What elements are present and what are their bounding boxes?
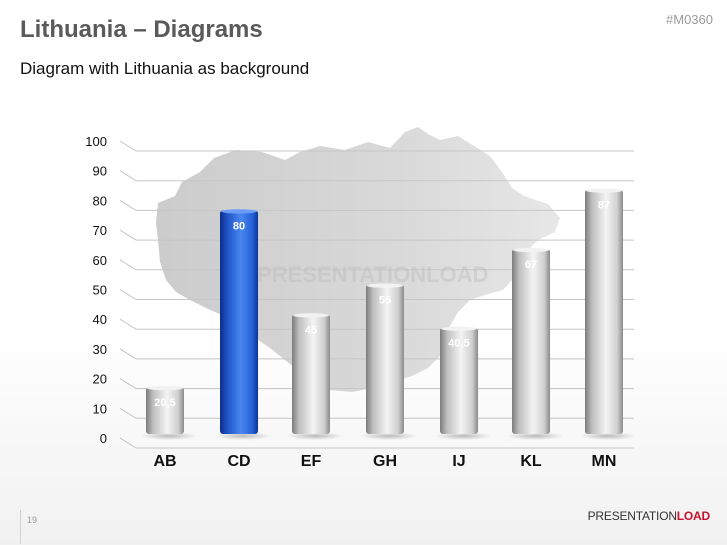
x-tick-label: MN — [592, 453, 617, 470]
bar-top-cap — [586, 188, 622, 193]
x-tick-label: CD — [227, 453, 250, 470]
gridline-diagonal — [119, 378, 137, 390]
y-tick-label: 80 — [93, 193, 107, 208]
bar-ab — [146, 387, 184, 434]
gridline-diagonal — [119, 318, 137, 330]
bar-top-cap — [367, 283, 403, 288]
bar-value-label: 55 — [379, 295, 391, 307]
bar-gh — [366, 284, 404, 434]
x-tick-label: AB — [153, 453, 176, 470]
bar-value-label: 67 — [525, 259, 537, 271]
y-tick-label: 60 — [93, 253, 107, 268]
bar-mn — [585, 189, 623, 434]
bar-ef — [292, 314, 330, 434]
gridline-diagonal — [119, 437, 137, 449]
bar-top-cap — [513, 247, 549, 253]
bar-value-label: 45 — [305, 324, 317, 336]
x-tick-label: EF — [301, 453, 322, 470]
x-axis-labels: AB CD EF GH IJ KL MN — [153, 453, 616, 470]
y-axis-labels: 0 10 20 30 40 50 60 70 80 90 100 — [85, 134, 107, 446]
footer-divider — [20, 510, 21, 544]
y-tick-label: 100 — [85, 134, 107, 149]
gridline-diagonal — [119, 140, 137, 152]
bar-top-cap — [441, 326, 477, 331]
bars: 20,5 80 45 55 40,5 67 87 — [140, 188, 637, 440]
y-tick-label: 0 — [100, 431, 107, 446]
bar-top-cap — [293, 313, 329, 318]
watermark-text: PRESENTATIONLOAD — [257, 262, 488, 287]
gridline-diagonal — [119, 348, 137, 360]
x-tick-label: KL — [520, 453, 542, 470]
brand-part1: PRESENTATION — [587, 509, 677, 523]
y-tick-label: 70 — [93, 223, 107, 238]
gridline-diagonal — [119, 199, 137, 211]
bar-value-label: 20,5 — [154, 397, 175, 409]
brand-logo: PRESENTATIONLOAD — [587, 509, 711, 523]
bar-value-label: 80 — [233, 220, 245, 232]
gridline-diagonal — [119, 259, 137, 271]
page-subtitle: Diagram with Lithuania as background — [20, 59, 310, 78]
y-tick-label: 20 — [93, 372, 107, 387]
x-tick-label: GH — [373, 453, 397, 470]
bar-cd — [220, 210, 258, 434]
gridline-diagonal — [119, 229, 137, 241]
slide-code: #M0360 — [666, 12, 713, 27]
gridline-diagonal — [119, 407, 137, 419]
y-tick-label: 10 — [93, 401, 107, 416]
page-title: Lithuania – Diagrams — [20, 16, 263, 43]
lithuania-map-shape — [156, 127, 560, 392]
gridline-diagonal — [119, 289, 137, 300]
bar-top-cap — [221, 209, 257, 214]
y-tick-label: 90 — [93, 164, 107, 179]
bar-value-label: 87 — [598, 200, 610, 212]
brand-part2: LOAD — [676, 509, 710, 523]
y-tick-label: 40 — [93, 312, 107, 327]
watermark: PRESENTATIONLOAD — [220, 262, 488, 287]
page-number: 19 — [27, 515, 38, 525]
bar-value-label: 40,5 — [448, 338, 469, 350]
bar-kl — [512, 249, 550, 434]
gridline-diagonal — [119, 170, 137, 182]
bar-top-cap — [147, 385, 183, 391]
bar-ij — [440, 327, 478, 434]
x-tick-label: IJ — [452, 453, 465, 470]
y-tick-label: 30 — [93, 342, 107, 357]
y-tick-label: 50 — [93, 283, 107, 298]
